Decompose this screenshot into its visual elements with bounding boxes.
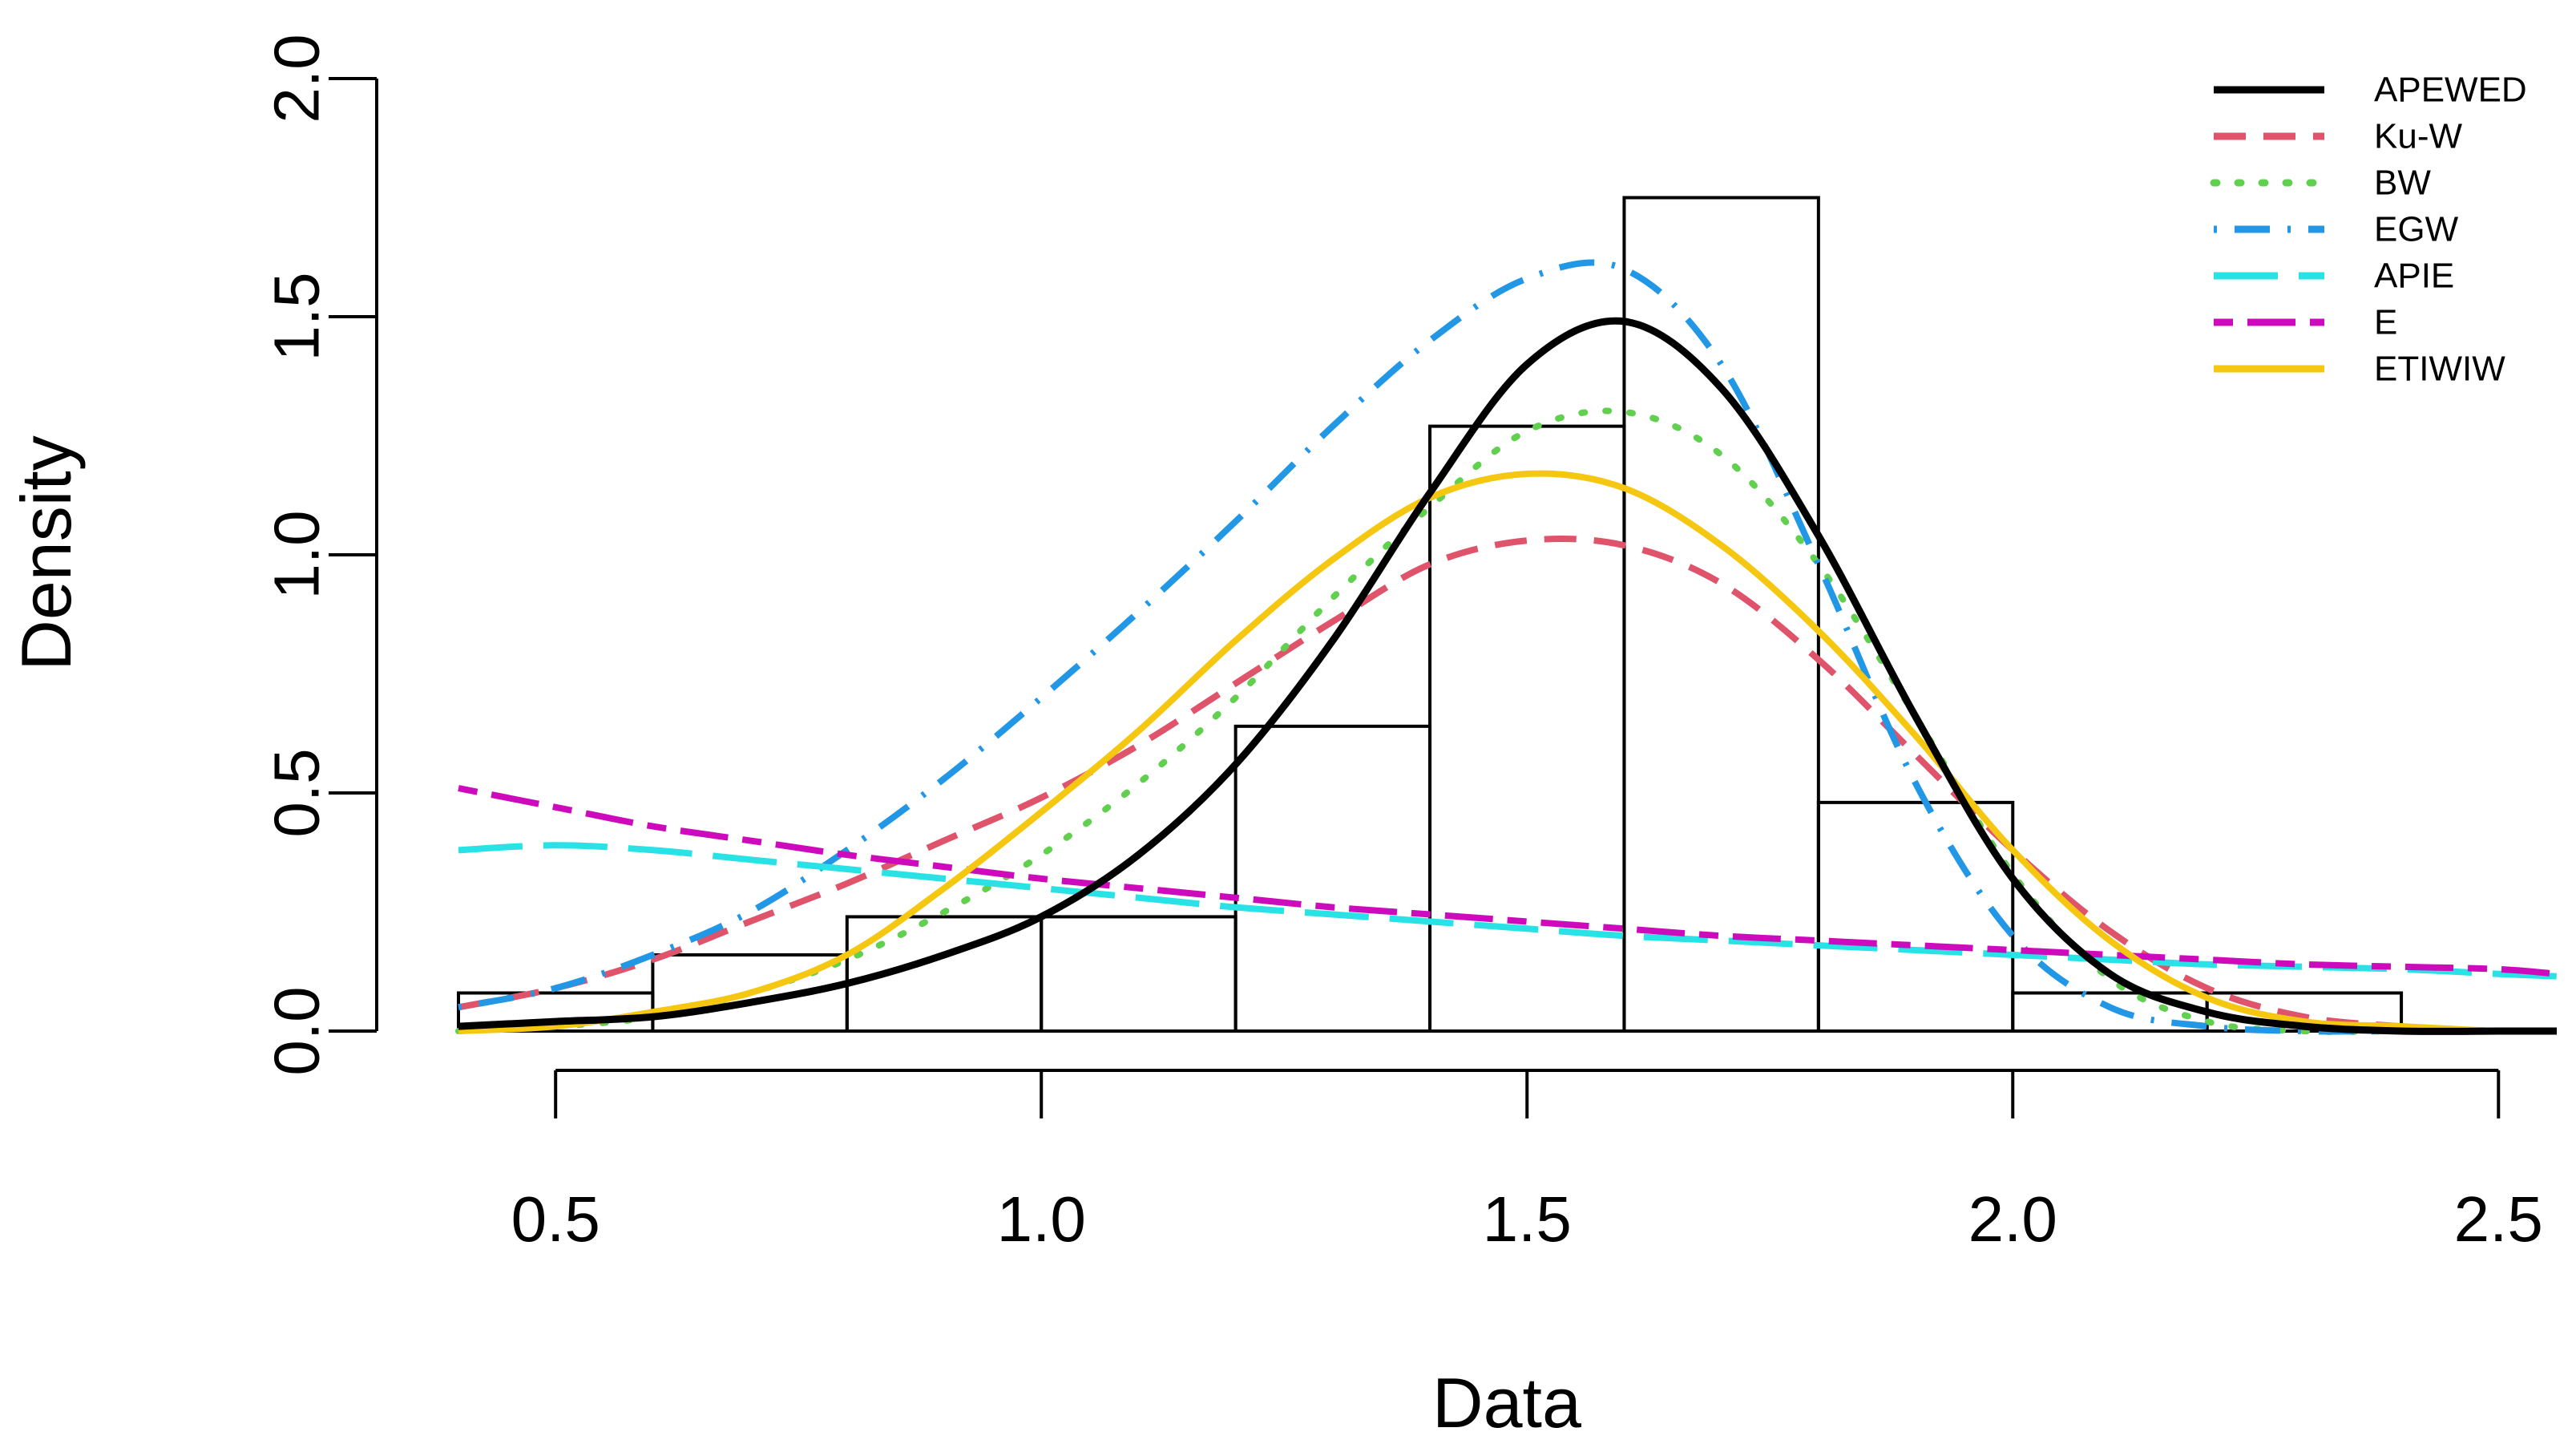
- histogram-bar: [1040, 915, 1238, 1033]
- x-tick-label: 2.5: [2454, 1183, 2543, 1255]
- legend-label: ETIWIW: [2374, 350, 2505, 389]
- curve-egw: [458, 259, 2557, 1035]
- histogram-bar: [1428, 424, 1626, 1033]
- histogram: [457, 196, 2557, 1033]
- legend-label: Ku-W: [2374, 117, 2462, 156]
- legend-label: APEWED: [2374, 71, 2527, 110]
- curve-apie: [458, 842, 2558, 980]
- legend-label: APIE: [2374, 257, 2454, 296]
- x-tick-label: 1.0: [997, 1183, 1086, 1255]
- legend-label: E: [2374, 303, 2397, 342]
- y-tick-label: 1.0: [261, 510, 333, 599]
- x-axis-title: Data: [1432, 1363, 1581, 1442]
- y-axis: 0.0 0.5 1.0 1.5 2.0: [261, 34, 378, 1076]
- y-tick-label: 1.5: [261, 272, 333, 361]
- x-tick-label: 2.0: [1968, 1183, 2057, 1255]
- x-tick-label: 0.5: [511, 1183, 600, 1255]
- curve-apewed: [458, 317, 2557, 1035]
- y-axis-title: Density: [6, 435, 86, 670]
- y-tick-label: 0.5: [261, 748, 333, 837]
- y-tick-label: 2.0: [261, 34, 333, 123]
- curve-bw: [455, 407, 2560, 1035]
- density-curves: [455, 259, 2560, 1035]
- curve-ku-w: [458, 535, 2558, 1035]
- legend-label: EGW: [2374, 210, 2459, 249]
- histogram-bar: [1622, 196, 1820, 1033]
- legend-label: BW: [2374, 164, 2431, 203]
- y-tick-label: 0.0: [261, 986, 333, 1075]
- curve-etiwiw: [458, 470, 2558, 1035]
- legend: APEWED Ku-W BW EGW APIE E ETIWIW: [2210, 71, 2527, 389]
- x-tick-label: 1.5: [1483, 1183, 1572, 1255]
- curve-e: [458, 785, 2558, 977]
- histogram-bar: [1233, 724, 1432, 1033]
- x-axis: 0.5 1.0 1.5 2.0 2.5: [511, 1069, 2543, 1255]
